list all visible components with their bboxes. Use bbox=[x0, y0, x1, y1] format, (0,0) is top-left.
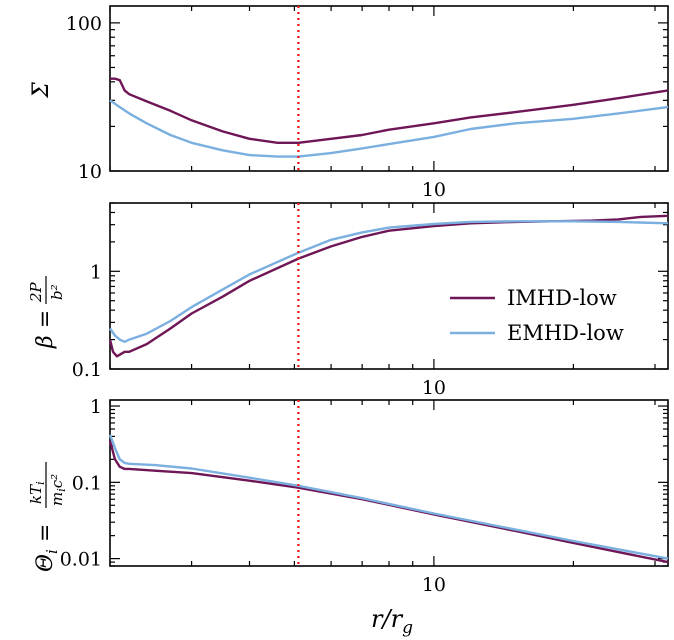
plot-area-frame bbox=[109, 399, 669, 567]
y-axis-label-denominator: b² bbox=[48, 284, 66, 300]
series-line-imhd-low bbox=[110, 77, 669, 144]
series-lines bbox=[108, 434, 669, 564]
axis-ticks bbox=[109, 202, 668, 370]
tick-labels: 0.01 0.1 1 10 bbox=[60, 396, 446, 596]
y-tick-label: 1 bbox=[90, 396, 102, 418]
panel-beta: 0.1 1 10 β = 2P b² IMHD-low EMHD-low bbox=[27, 202, 669, 399]
tick-labels: 0.1 1 10 bbox=[72, 261, 446, 399]
legend: IMHD-low EMHD-low bbox=[450, 286, 624, 345]
axis-ticks bbox=[109, 6, 668, 172]
y-axis-label-beta: β = bbox=[33, 310, 58, 349]
series-line-emhd-low bbox=[109, 99, 669, 158]
legend-label-imhd: IMHD-low bbox=[507, 286, 617, 310]
y-axis-label: β = 2P b² bbox=[27, 276, 66, 349]
y-tick-label: 0.1 bbox=[72, 472, 102, 494]
tick-labels: 10 100 10 bbox=[66, 13, 446, 201]
plot-area-frame bbox=[109, 5, 669, 172]
x-tick-label: 10 bbox=[422, 179, 446, 201]
legend-label-emhd: EMHD-low bbox=[507, 321, 624, 345]
y-tick-label: 100 bbox=[66, 13, 102, 35]
y-axis-label-numerator: kTi bbox=[27, 481, 47, 504]
x-axis-label: r/rg bbox=[371, 605, 413, 638]
y-axis-label: Θi = kTi mic² bbox=[27, 462, 68, 572]
panel-theta: 0.01 0.1 1 10 Θi = kTi mic² r/rg bbox=[27, 396, 669, 638]
x-tick-label: 10 bbox=[422, 574, 446, 596]
y-tick-label: 10 bbox=[78, 161, 102, 183]
y-tick-label: 1 bbox=[90, 261, 102, 283]
y-axis-label-denominator: mic² bbox=[48, 474, 68, 506]
series-line-emhd-low bbox=[108, 434, 669, 560]
x-tick-label: 10 bbox=[422, 377, 446, 399]
y-axis-label: Σ bbox=[29, 82, 54, 99]
y-axis-label-numerator: 2P bbox=[27, 281, 45, 303]
y-tick-label: 0.1 bbox=[72, 359, 102, 381]
y-tick-label: 0.01 bbox=[60, 549, 102, 571]
series-lines bbox=[109, 77, 669, 158]
panel-sigma: 10 100 10 Σ bbox=[29, 5, 669, 201]
series-line-emhd-low bbox=[109, 220, 669, 343]
series-line-imhd-low bbox=[108, 440, 669, 564]
y-axis-label-theta: Θi = bbox=[33, 524, 61, 572]
axis-ticks bbox=[109, 400, 668, 567]
